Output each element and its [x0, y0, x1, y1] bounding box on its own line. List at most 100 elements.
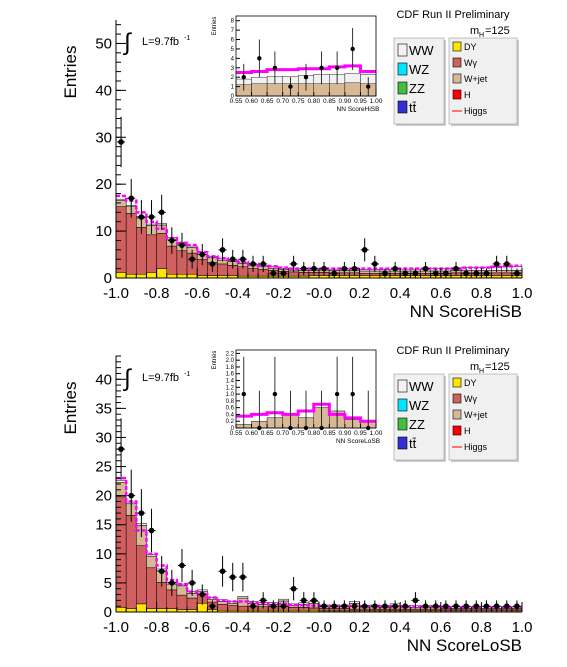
y-tick-label-8: 40 — [95, 371, 112, 388]
inset-point-7 — [350, 391, 355, 397]
inset-x-tick-label-0: 0.55 — [230, 98, 243, 105]
x-tick-label-4: -0.2 — [265, 619, 291, 636]
bar-Wjet-11 — [227, 603, 239, 606]
legend-label-left-3: tt̄ — [409, 436, 417, 451]
bar-Wg-10 — [217, 604, 228, 611]
inset-y-title: Entries — [212, 17, 218, 36]
data-point-37 — [493, 603, 500, 609]
data-point-17 — [290, 585, 297, 592]
y-tick-label-6: 30 — [95, 429, 112, 446]
y-axis-title: Entries — [61, 382, 80, 435]
data-point-25 — [372, 603, 378, 609]
inset-y-tick-label-10: 2.0 — [226, 358, 235, 364]
inset-1: 0.55 0.60 0.65 0.70 0.75 0.80 0.85 0.90 0.95 1.00… — [212, 15, 383, 113]
x-tick-label-1: -0.8 — [144, 285, 170, 302]
inset-x-tick-label-9: 1.00 — [370, 430, 383, 437]
lumi-sup: -1 — [184, 35, 190, 42]
inset-y-tick-label-4: 4 — [231, 56, 235, 62]
data-point-38 — [503, 603, 510, 609]
inset-y-tick-label-5: 1.0 — [226, 392, 235, 398]
bar-DY-4 — [156, 608, 168, 613]
mass-sub: H — [479, 32, 484, 39]
y-tick-label-5: 25 — [95, 459, 112, 476]
data-point-31 — [432, 603, 439, 609]
bar-Wg-12 — [237, 605, 249, 611]
bar-Wg-3 — [146, 567, 157, 609]
inset-2: 0.55 0.60 0.65 0.70 0.75 0.80 0.85 0.90 0.95 1.00… — [212, 349, 383, 445]
bar-DY-0 — [115, 607, 127, 613]
bar-Wjet-3 — [146, 555, 157, 569]
legend-label-left-1: WZ — [409, 398, 429, 413]
bar-Wg-24 — [359, 273, 371, 276]
data-point-7 — [189, 580, 195, 586]
legend-label-right-0: DY — [464, 378, 477, 388]
bar-Wg-7 — [186, 597, 198, 610]
bar-Wg-29 — [410, 608, 421, 612]
inset-x-tick-label-3: 0.70 — [276, 430, 289, 437]
inset-y-title: Entries — [212, 351, 218, 370]
y-tick-label-1: 10 — [95, 223, 112, 240]
y-tick-label-5: 50 — [95, 35, 112, 52]
bar-Wg-2 — [136, 545, 147, 605]
data-point-36 — [483, 603, 490, 609]
mass-value: =125 — [485, 25, 510, 37]
bar-WW-0 — [115, 480, 127, 483]
bar-Wg-11 — [227, 605, 239, 611]
legend-swatch-2 — [397, 417, 408, 431]
y-tick-label-0: 0 — [104, 604, 112, 621]
legend-swatch-r-3 — [452, 89, 462, 100]
data-point-5 — [169, 580, 175, 586]
inset-y-tick-label-1: 1 — [231, 85, 235, 91]
data-point-8 — [199, 251, 206, 258]
inset-y-tick-label-6: 6 — [231, 38, 235, 44]
y-axis-title: Entries — [61, 46, 80, 99]
inset-y-tick-label-9: 1.8 — [226, 365, 235, 371]
inset-x-tick-label-3: 0.70 — [276, 98, 289, 105]
mass-sub: H — [479, 368, 484, 375]
bar-DY-0 — [115, 272, 127, 279]
experiment-label: CDF Run II Preliminary — [396, 345, 510, 357]
data-point-20 — [321, 265, 327, 272]
inset-x-tick-label-4: 0.75 — [292, 98, 305, 105]
bar-DY-6 — [176, 273, 188, 279]
inset-point-5 — [319, 65, 324, 70]
bar-DY-4 — [156, 268, 168, 279]
inset-y-tick-label-4: 0.8 — [226, 399, 235, 405]
y-tick-label-1: 5 — [104, 575, 112, 592]
bar-DY-2 — [136, 273, 147, 279]
bar-DY-7 — [186, 273, 198, 279]
inset-y-tick-label-3: 3 — [231, 66, 235, 72]
inset-x-tick-label-7: 0.90 — [339, 98, 352, 105]
data-point-3 — [148, 214, 155, 220]
bar-Wjet-24 — [359, 270, 371, 274]
data-point-18 — [300, 597, 307, 604]
x-tick-label-1: -0.8 — [144, 619, 170, 636]
data-point-30 — [422, 265, 429, 272]
legend-swatch-r-1 — [452, 393, 462, 404]
data-point-18 — [300, 265, 307, 272]
inset-x-title: NN ScoreHiSB — [337, 106, 380, 113]
data-point-39 — [514, 603, 520, 609]
panel-2: 0 5 10 15 20 25 30 35 40 -1.0 -0.8 -0.6 -0.4 -0.2 -0.0… — [61, 345, 532, 655]
data-point-34 — [463, 603, 469, 609]
y-tick-label-0: 0 — [104, 270, 112, 287]
x-tick-label-0: -1.0 — [103, 619, 129, 636]
bar-DY-1 — [125, 608, 137, 613]
x-tick-label-5: -0.0 — [306, 285, 332, 302]
data-point-23 — [351, 265, 358, 272]
data-point-9 — [209, 261, 216, 267]
data-point-16 — [280, 603, 287, 609]
inset-x-tick-label-1: 0.60 — [245, 98, 258, 105]
data-point-5 — [169, 237, 175, 244]
inset-x-tick-label-5: 0.80 — [307, 98, 320, 105]
data-point-19 — [311, 597, 317, 604]
data-point-6 — [179, 242, 185, 248]
inset-x-tick-label-9: 1.00 — [370, 98, 383, 105]
inset-x-tick-label-6: 0.85 — [323, 98, 336, 105]
x-tick-label-9: 0.8 — [471, 285, 492, 302]
data-point-20 — [321, 603, 327, 609]
data-point-30 — [422, 603, 429, 609]
lumi-label: L=9.7fb — [142, 36, 179, 48]
x-tick-label-7: 0.4 — [390, 285, 411, 302]
